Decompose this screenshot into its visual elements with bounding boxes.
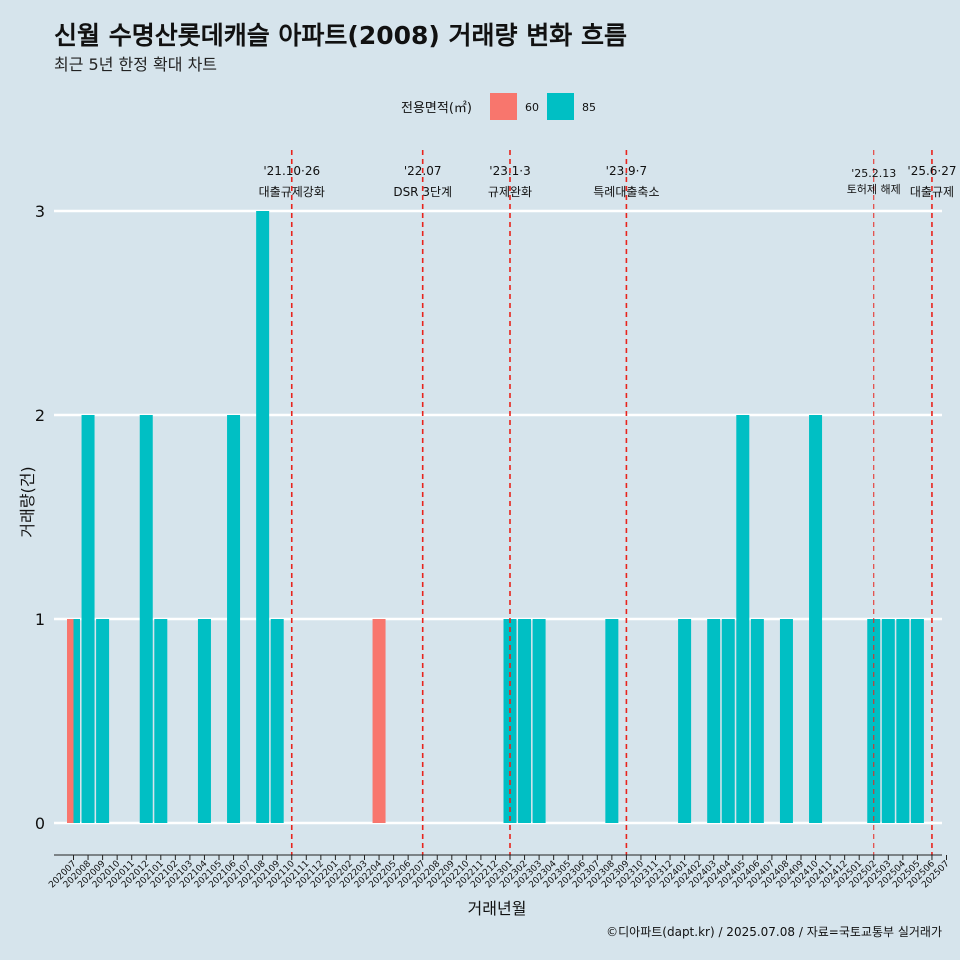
caption: ©디아파트(dapt.kr) / 2025.07.08 / 자료=국토교통부 실… (606, 925, 942, 939)
bar-85-202308 (605, 619, 619, 823)
bar-85-202008 (81, 415, 95, 823)
bar-85-202406 (750, 619, 764, 823)
chart-subtitle: 최근 5년 한정 확대 차트 (54, 55, 217, 74)
event-label: 특례대출축소 (593, 185, 659, 199)
x-axis: 2020072020082020092020102020112020122021… (47, 854, 952, 890)
gridlines (54, 209, 942, 825)
bar-60-202204 (372, 619, 386, 823)
bar-85-202405 (736, 415, 750, 823)
event-label: 토허제 해제 (847, 182, 901, 196)
bar-85-202302 (518, 619, 532, 823)
bar-85-202109 (270, 619, 284, 823)
bar-85-202009 (96, 619, 110, 823)
event-date: '25.2.13 (851, 167, 896, 180)
annotations: '21.10·26 대출규제강화 '22.07 DSR 3단계 '23.1·3 규제완화 '… (259, 150, 957, 855)
event-date: '21.10·26 (263, 164, 320, 178)
bars (67, 211, 924, 823)
legend: 전용면적(㎡) 60 85 (401, 93, 596, 120)
legend-label: 85 (582, 101, 596, 114)
event-label: DSR 3단계 (393, 185, 452, 199)
y-tick-label: 0 (35, 814, 45, 833)
bar-85-202007 (73, 619, 80, 823)
legend-title: 전용면적(㎡) (401, 101, 472, 116)
bar-85-202104 (197, 619, 211, 823)
event-date: '23.9·7 (606, 164, 647, 178)
bar-85-202106 (227, 415, 241, 823)
legend-label: 60 (525, 101, 539, 114)
bar-85-202303 (532, 619, 546, 823)
bar-85-202404 (721, 619, 735, 823)
bar-85-202504 (896, 619, 910, 823)
bar-85-202401 (678, 619, 692, 823)
chart-title: 신월 수명산롯데캐슬 아파트(2008) 거래량 변화 흐름 (54, 21, 627, 50)
event-date: '22.07 (404, 164, 442, 178)
y-axis-title: 거래량(건) (18, 466, 37, 537)
bar-60-202007 (67, 619, 74, 823)
y-tick-label: 3 (35, 202, 45, 221)
y-axis: 0 1 2 3 (35, 202, 45, 833)
bar-85-202503 (881, 619, 895, 823)
bar-85-202505 (910, 619, 924, 823)
event-date: '23.1·3 (489, 164, 530, 178)
bar-85-202108 (256, 211, 270, 823)
y-tick-label: 1 (35, 610, 45, 629)
legend-swatch-85 (547, 93, 574, 120)
bar-85-202012 (139, 415, 153, 823)
bar-85-202408 (779, 619, 793, 823)
y-tick-label: 2 (35, 406, 45, 425)
event-label: 대출규제강화 (259, 185, 325, 199)
event-label: 규제완화 (488, 185, 532, 199)
bar-85-202410 (809, 415, 823, 823)
bar-85-202403 (707, 619, 721, 823)
bar-85-202101 (154, 619, 168, 823)
event-label: 대출규제 (910, 185, 954, 199)
event-date: '25.6·27 (907, 164, 956, 178)
legend-swatch-60 (490, 93, 517, 120)
x-axis-title: 거래년월 (468, 899, 527, 918)
